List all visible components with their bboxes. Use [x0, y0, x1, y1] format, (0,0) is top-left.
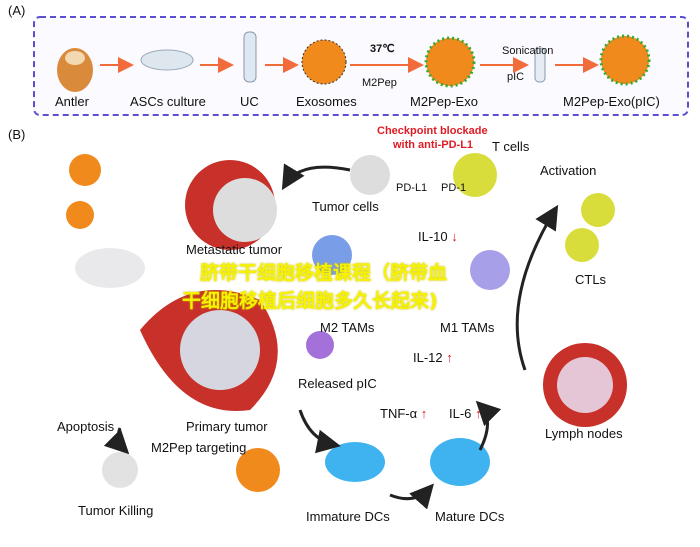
step-antler: Antler — [55, 94, 89, 109]
step-m2pep-exo-pic: M2Pep-Exo(pIC) — [563, 94, 660, 109]
sonication-label: Sonication — [502, 45, 554, 57]
m1-tams-label: M1 TAMs — [440, 320, 495, 335]
step-m2pep-exo: M2Pep-Exo — [410, 94, 478, 109]
tumor-killing-label: Tumor Killing — [78, 503, 154, 518]
mature-dcs-label: Mature DCs — [435, 509, 505, 524]
apoptosis-label: Apoptosis — [57, 419, 115, 434]
tnf-label: TNF-α ↑ — [380, 406, 428, 421]
step-uc: UC — [240, 94, 259, 109]
t-cells-label: T cells — [492, 139, 530, 154]
released-pic-label: Released pIC — [298, 376, 377, 391]
immature-dcs-label: Immature DCs — [306, 509, 390, 524]
m2pep-targeting-label: M2Pep targeting — [151, 440, 247, 455]
panel-a-label: (A) — [8, 3, 26, 18]
panel-b-label: (B) — [8, 127, 26, 142]
ctls-label: CTLs — [575, 272, 607, 287]
pd-1-label: PD-1 — [441, 182, 467, 194]
checkpoint-label: Checkpoint blockade — [377, 125, 488, 137]
tumor-cells-label: Tumor cells — [312, 199, 379, 214]
il10-label: IL-10 ↓ — [418, 229, 458, 244]
m2pep-label: M2Pep — [362, 77, 397, 89]
m2-tams-label: M2 TAMs — [320, 320, 375, 335]
loaded-exo-icon — [599, 34, 651, 86]
deer-icon — [57, 48, 93, 92]
pic-label: pIC — [507, 71, 525, 83]
sonication-tube-icon — [534, 47, 546, 83]
activation-label: Activation — [540, 163, 597, 178]
metastatic-tumor-label: Metastatic tumor — [186, 242, 283, 257]
pd-l1-label: PD-L1 — [396, 182, 428, 194]
il12-label: IL-12 ↑ — [413, 350, 453, 365]
m2pep-exo-icon — [424, 36, 476, 88]
exosome-icon — [301, 39, 347, 85]
temp-label: 37℃ — [370, 43, 395, 55]
tube-icon — [243, 31, 257, 83]
panel-b-illustration — [66, 153, 627, 510]
lymph-nodes-label: Lymph nodes — [545, 426, 623, 441]
dish-icon — [140, 49, 194, 71]
step-exosomes: Exosomes — [296, 94, 357, 109]
watermark-line-2: 干细胞移植后细胞多久长起来) — [182, 290, 438, 312]
il6-label: IL-6 ↑ — [449, 406, 482, 421]
step-ascs-culture: ASCs culture — [130, 94, 206, 109]
primary-tumor-label: Primary tumor — [186, 419, 268, 434]
checkpoint-label-2: with anti-PD-L1 — [393, 139, 474, 151]
watermark-line-1: 脐带干细胞移植课程（脐带血 — [200, 262, 448, 284]
